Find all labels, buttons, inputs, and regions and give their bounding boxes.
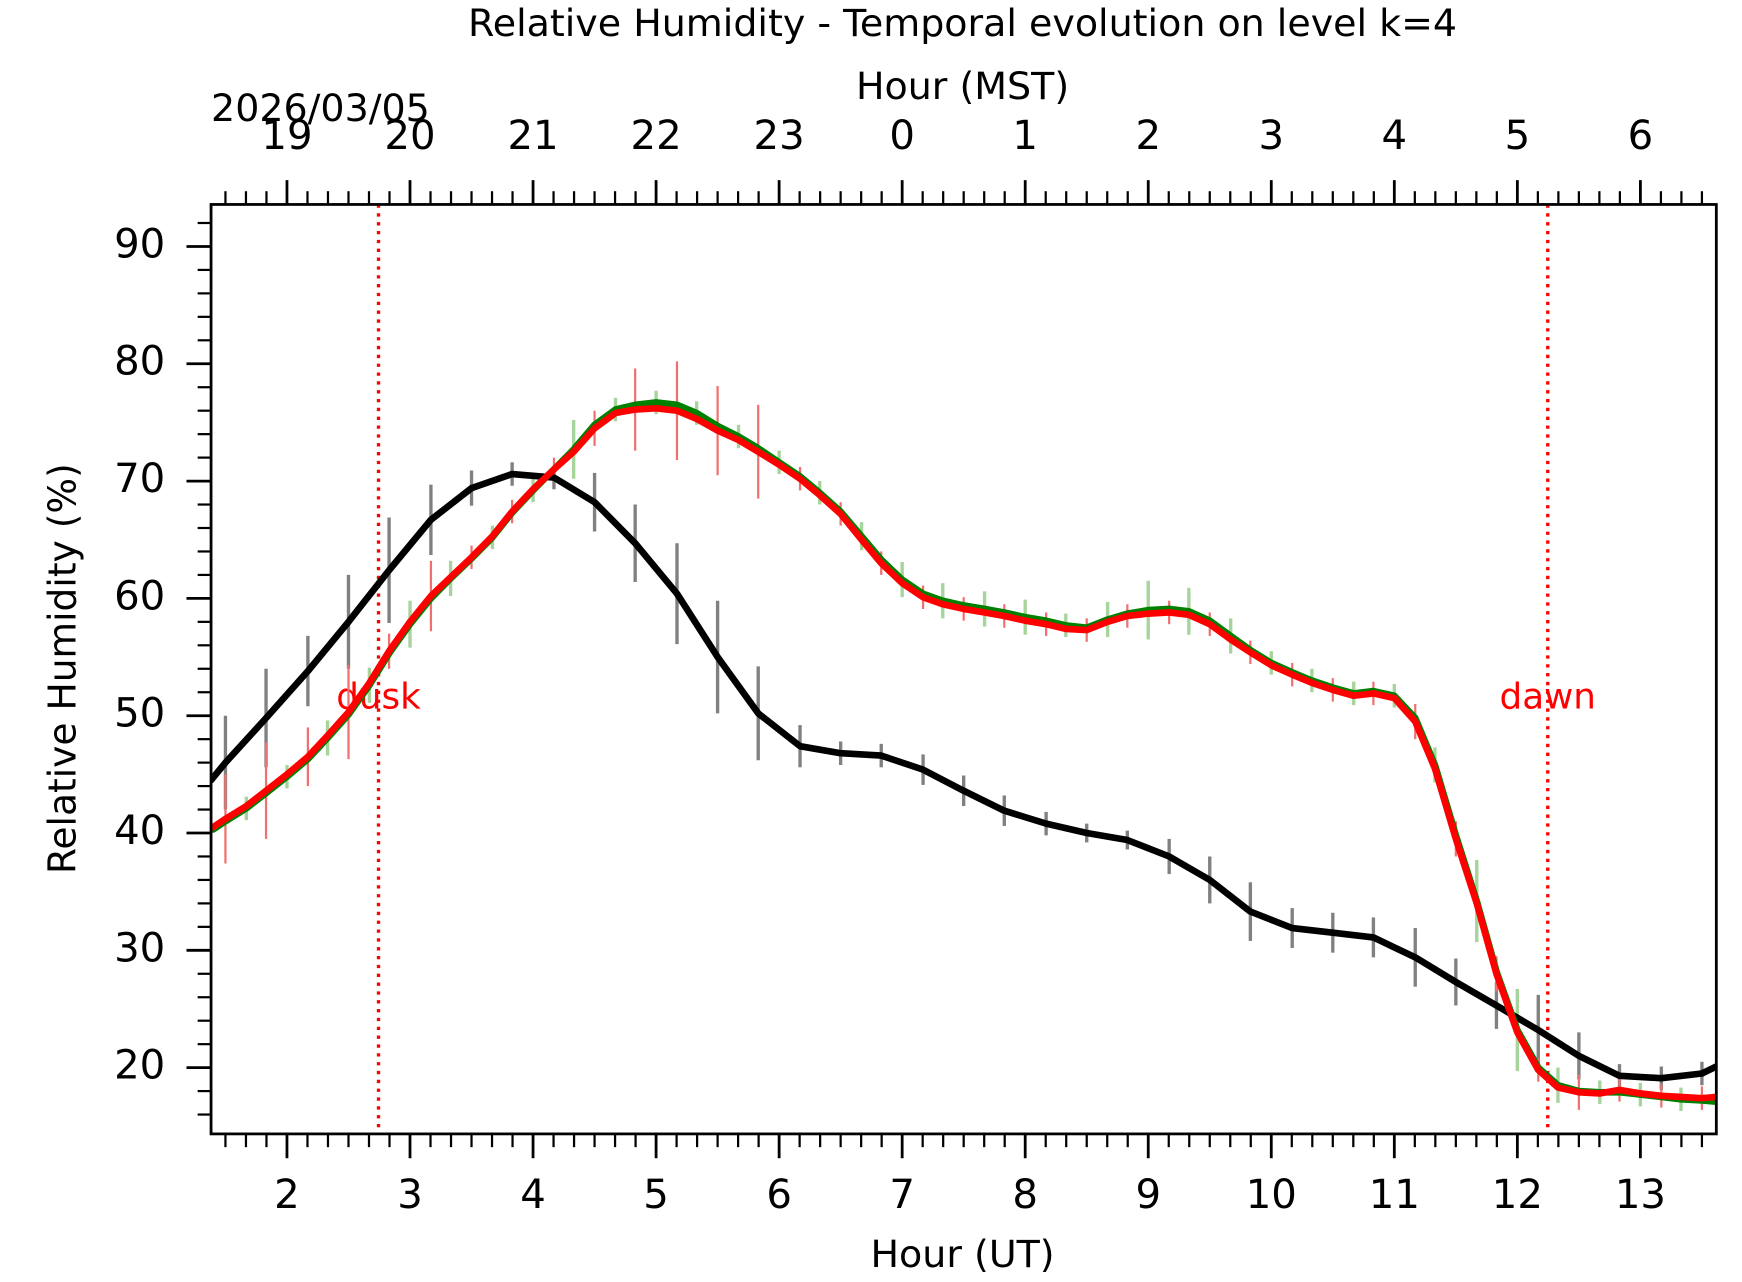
chart-title: Relative Humidity - Temporal evolution o…: [468, 1, 1457, 45]
x-tick-label: 3: [397, 1172, 423, 1218]
x2-tick-label: 21: [507, 113, 558, 159]
y-tick-label: 20: [114, 1043, 165, 1089]
series-line: [211, 405, 1717, 1102]
series-layer: [211, 361, 1717, 1112]
series-line: [211, 399, 1717, 1105]
x-tick-label: 10: [1246, 1172, 1297, 1218]
x-tick-label: 2: [274, 1172, 300, 1218]
x2-tick-label: 23: [754, 113, 805, 159]
y-tick-label: 70: [114, 456, 165, 502]
x-tick-label: 4: [520, 1172, 546, 1218]
axes-frame: [209, 203, 1718, 1136]
x2-tick-label: 3: [1258, 113, 1284, 159]
y-tick-label: 80: [114, 339, 165, 385]
x-tick-label: 11: [1369, 1172, 1420, 1218]
y-tick-label: 50: [114, 691, 165, 737]
x2-tick-label: 4: [1382, 113, 1408, 159]
date-label: 2026/03/05: [211, 86, 430, 130]
x2-tick-label: 22: [631, 113, 682, 159]
x-tick-label: 7: [889, 1172, 915, 1218]
x2-tick-label: 20: [384, 113, 435, 159]
y-tick-label: 30: [114, 925, 165, 971]
x2-tick-label: 0: [889, 113, 915, 159]
x2-tick-label: 6: [1628, 113, 1654, 159]
x2-tick-label: 2: [1135, 113, 1161, 159]
x-axis-label: Hour (UT): [871, 1232, 1055, 1276]
x2-tick-label: 5: [1505, 113, 1531, 159]
x-tick-label: 6: [766, 1172, 792, 1218]
series-line: [211, 470, 1717, 1082]
x-tick-label: 13: [1615, 1172, 1666, 1218]
y-axis-label: Relative Humidity (%): [40, 463, 84, 874]
y-tick-label: 40: [114, 808, 165, 854]
x-tick-label: 12: [1492, 1172, 1543, 1218]
x-tick-label: 5: [643, 1172, 669, 1218]
x-tick-label: 8: [1012, 1172, 1038, 1218]
annotation-label: dawn: [1500, 677, 1596, 718]
y-tick-label: 90: [114, 222, 165, 268]
y-tick-label: 60: [114, 574, 165, 620]
x-tick-label: 9: [1135, 1172, 1161, 1218]
x2-axis-label: Hour (MST): [856, 64, 1069, 108]
x2-tick-label: 19: [261, 113, 312, 159]
x2-tick-label: 1: [1012, 113, 1038, 159]
